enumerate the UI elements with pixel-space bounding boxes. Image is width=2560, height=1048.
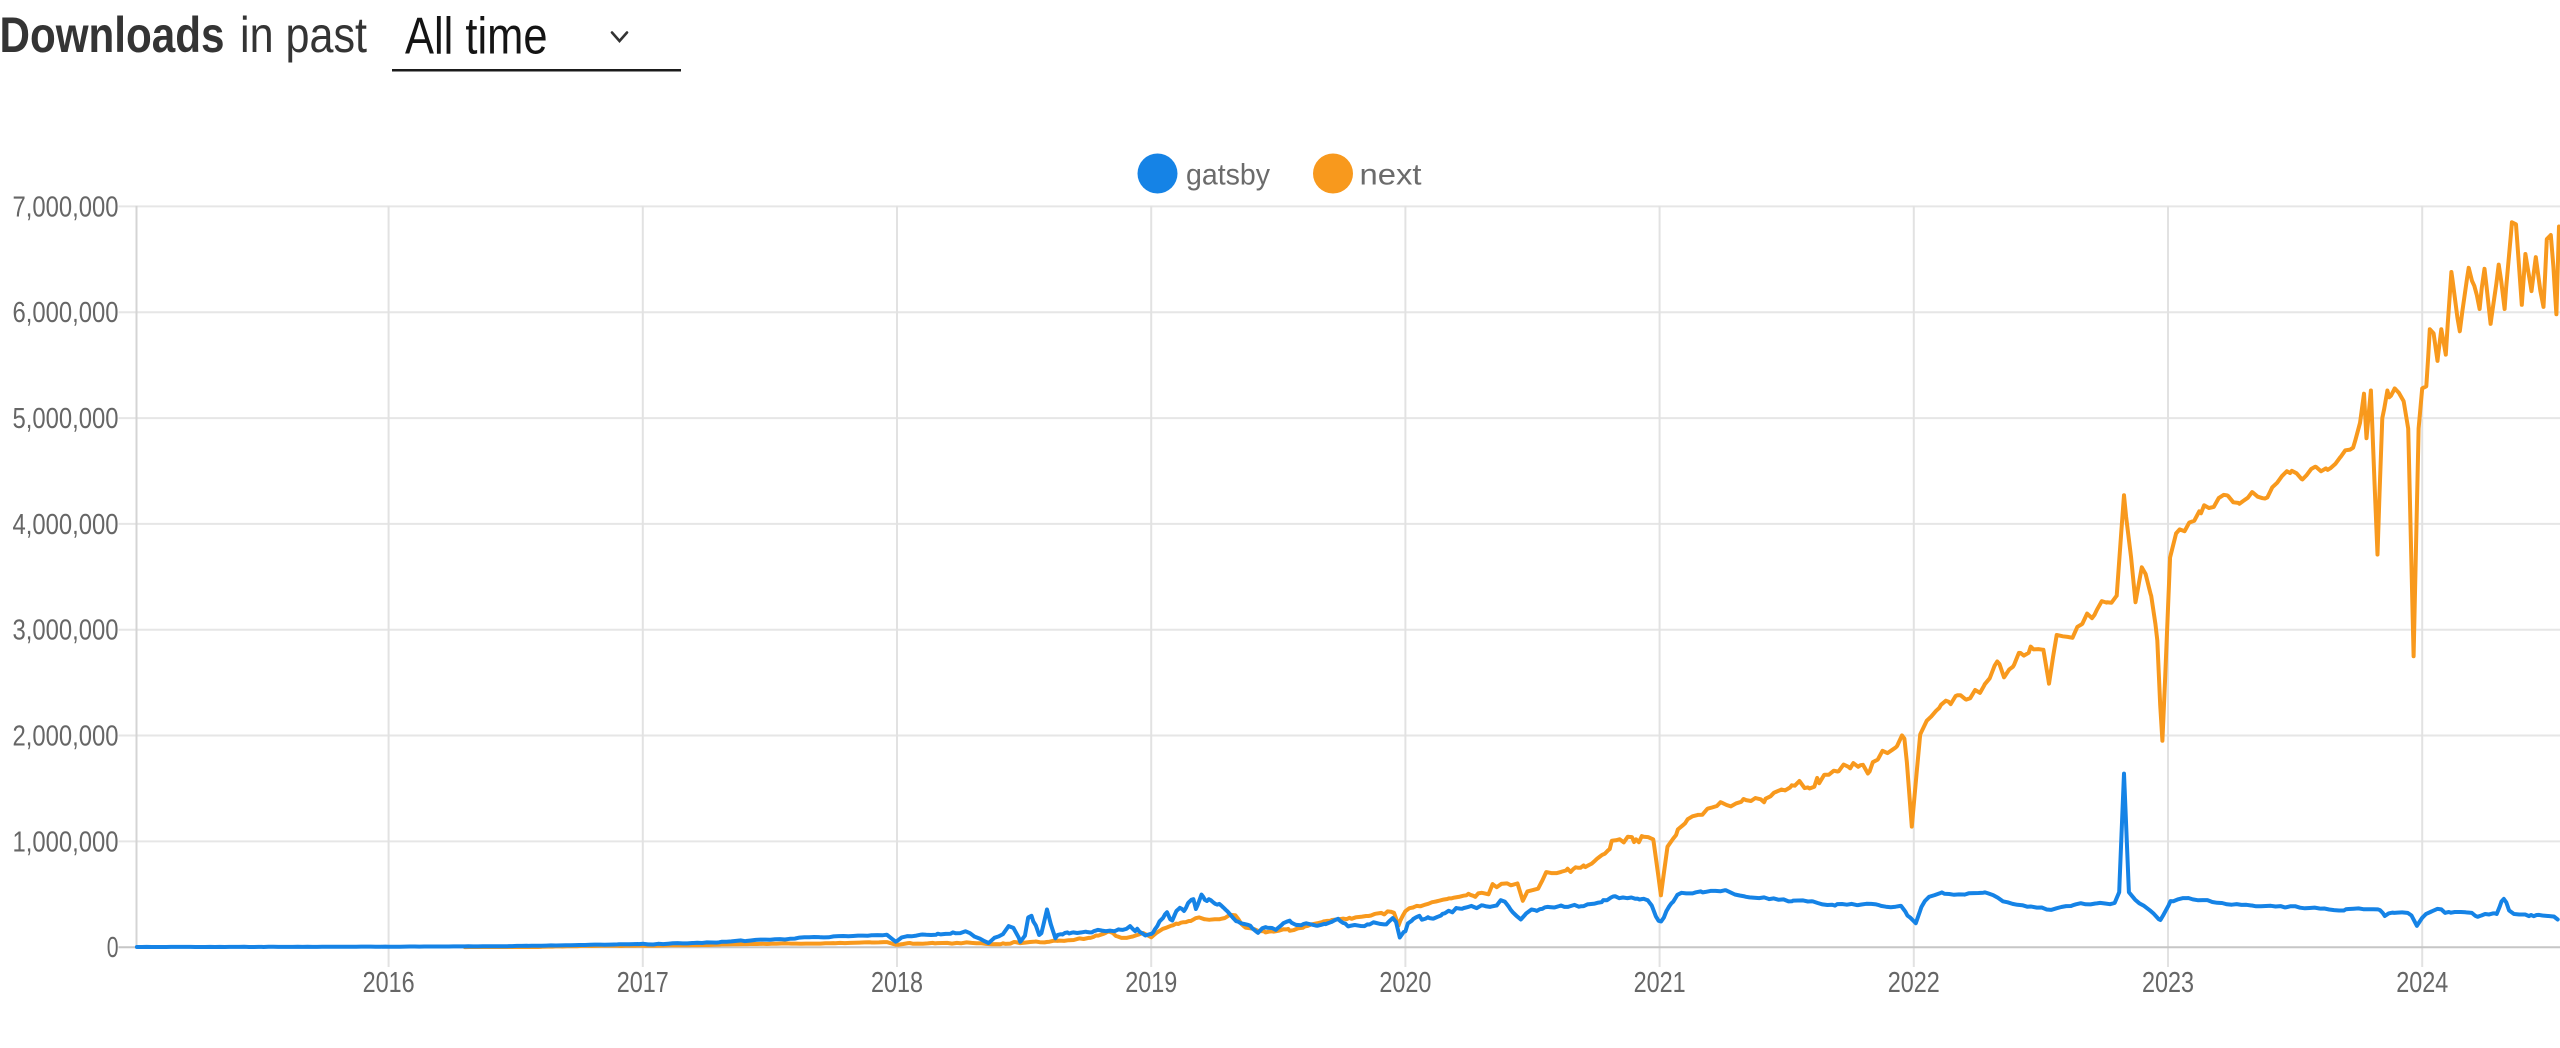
svg-text:2020: 2020: [1379, 967, 1431, 999]
svg-text:2018: 2018: [871, 967, 923, 999]
svg-text:5,000,000: 5,000,000: [13, 403, 119, 435]
svg-text:1,000,000: 1,000,000: [13, 826, 119, 858]
svg-text:6,000,000: 6,000,000: [13, 297, 119, 329]
svg-text:0: 0: [107, 932, 119, 964]
svg-text:3,000,000: 3,000,000: [13, 615, 119, 647]
svg-text:All time: All time: [405, 8, 548, 66]
svg-text:in past: in past: [240, 7, 367, 63]
svg-text:2024: 2024: [2396, 967, 2448, 999]
svg-text:2017: 2017: [617, 967, 669, 999]
svg-text:gatsby: gatsby: [1186, 159, 1270, 192]
svg-text:2021: 2021: [1634, 967, 1686, 999]
svg-text:4,000,000: 4,000,000: [13, 509, 119, 541]
svg-text:2,000,000: 2,000,000: [13, 721, 119, 753]
svg-text:Downloads: Downloads: [0, 7, 225, 63]
svg-text:2022: 2022: [1888, 967, 1940, 999]
svg-text:2016: 2016: [363, 967, 415, 999]
svg-text:next: next: [1360, 159, 1423, 192]
svg-text:7,000,000: 7,000,000: [13, 191, 119, 223]
svg-text:2019: 2019: [1125, 967, 1177, 999]
svg-text:2023: 2023: [2142, 967, 2194, 999]
